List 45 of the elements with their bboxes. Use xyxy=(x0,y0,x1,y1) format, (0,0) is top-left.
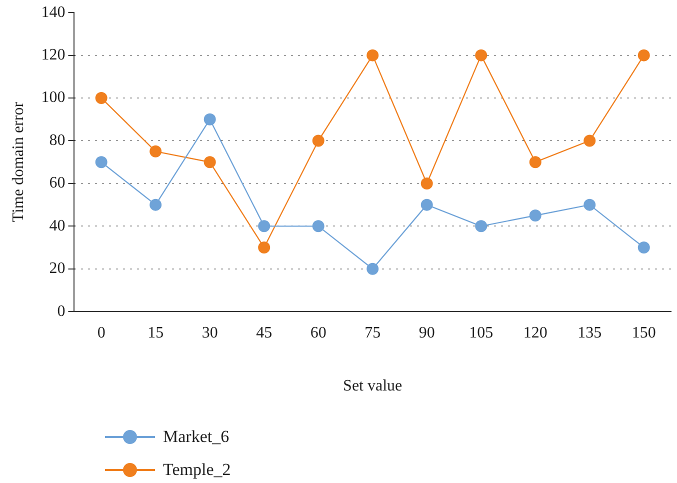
x-tick-label: 120 xyxy=(523,324,548,342)
point xyxy=(475,220,488,232)
y-tick-label: 0 xyxy=(57,302,66,320)
point xyxy=(366,49,379,62)
x-tick-label: 105 xyxy=(469,324,494,342)
point xyxy=(258,242,270,254)
point xyxy=(95,92,108,104)
y-tick-label: 20 xyxy=(49,260,66,278)
point xyxy=(150,198,162,211)
point xyxy=(312,134,324,147)
point xyxy=(584,198,596,211)
y-tick-label: 100 xyxy=(41,89,66,106)
x-tick-label: 135 xyxy=(578,324,602,342)
x-tick-label: 60 xyxy=(310,324,326,342)
y-axis-title: Time domain error xyxy=(10,101,27,222)
point xyxy=(95,156,108,168)
point xyxy=(366,262,379,275)
point xyxy=(529,156,542,168)
x-tick-label: 75 xyxy=(364,324,381,342)
y-tick-label: 120 xyxy=(41,46,66,64)
y-tick-label: 80 xyxy=(49,132,66,149)
point xyxy=(475,49,488,62)
point xyxy=(312,220,324,232)
point xyxy=(204,156,216,168)
x-tick-label: 0 xyxy=(97,324,106,342)
x-tick-label: 15 xyxy=(148,324,164,342)
point xyxy=(638,49,650,62)
y-tick-label: 140 xyxy=(41,4,66,21)
legend-label: Temple_2 xyxy=(163,460,231,480)
point xyxy=(150,145,162,158)
y-tick-label: 60 xyxy=(49,174,66,192)
x-tick-label: 150 xyxy=(632,324,656,342)
x-axis-title: Set value xyxy=(343,378,402,395)
point xyxy=(258,220,270,232)
point xyxy=(420,177,433,190)
x-tick-label: 30 xyxy=(202,324,218,342)
point xyxy=(584,134,596,147)
point xyxy=(420,198,433,211)
x-tick-label: 90 xyxy=(418,324,435,342)
legend-label: Market_6 xyxy=(163,426,230,446)
x-tick-label: 45 xyxy=(256,324,272,342)
point xyxy=(204,113,216,126)
point xyxy=(529,209,542,222)
y-tick-label: 40 xyxy=(49,217,66,234)
point xyxy=(638,242,650,254)
